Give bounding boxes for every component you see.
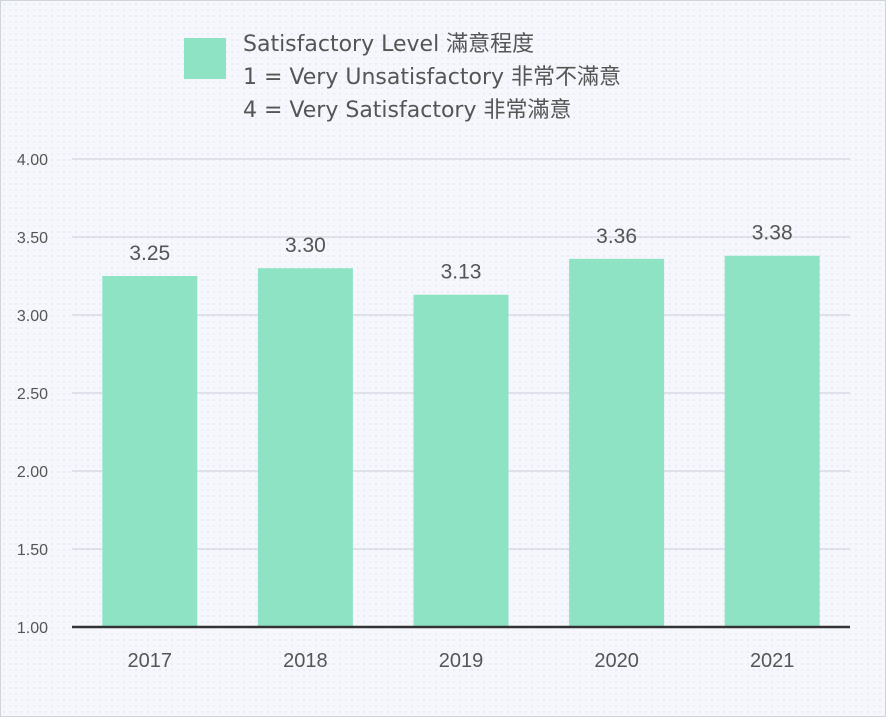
data-label: 3.25 bbox=[129, 242, 170, 265]
y-tick-label: 2.00 bbox=[17, 464, 48, 481]
bar-2018 bbox=[257, 268, 353, 627]
bar-2019 bbox=[413, 294, 509, 627]
y-tick-label: 3.50 bbox=[17, 230, 48, 247]
x-tick-label: 2019 bbox=[439, 650, 484, 672]
y-tick-label: 1.50 bbox=[17, 542, 48, 559]
x-tick-label: 2017 bbox=[128, 650, 173, 672]
data-label: 3.36 bbox=[596, 225, 637, 248]
data-label: 3.38 bbox=[752, 222, 793, 245]
legend-swatch bbox=[184, 38, 226, 79]
legend-line-1: Satisfactory Level 滿意程度 bbox=[243, 32, 534, 57]
data-label: 3.13 bbox=[441, 261, 482, 284]
x-tick-label: 2020 bbox=[594, 650, 639, 672]
legend-line-3: 4 = Very Satisfactory 非常滿意 bbox=[243, 98, 571, 123]
data-label: 3.30 bbox=[285, 234, 326, 257]
x-tick-label: 2018 bbox=[283, 650, 328, 672]
y-axis-tick-labels: 1.00 1.50 2.00 2.50 3.00 3.50 4.00 bbox=[17, 152, 48, 637]
y-tick-label: 3.00 bbox=[17, 308, 48, 325]
bars bbox=[102, 255, 820, 627]
legend: Satisfactory Level 滿意程度 1 = Very Unsatis… bbox=[184, 32, 621, 123]
bar-2021 bbox=[724, 255, 820, 627]
x-tick-label: 2021 bbox=[750, 650, 795, 672]
y-tick-label: 1.00 bbox=[17, 620, 48, 637]
bar-2020 bbox=[569, 258, 665, 627]
x-axis-category-labels: 2017 2018 2019 2020 2021 bbox=[128, 650, 795, 672]
legend-line-2: 1 = Very Unsatisfactory 非常不滿意 bbox=[243, 65, 621, 90]
bar-2017 bbox=[102, 276, 198, 627]
y-tick-label: 4.00 bbox=[17, 152, 48, 169]
y-tick-label: 2.50 bbox=[17, 386, 48, 403]
data-labels: 3.25 3.30 3.13 3.36 3.38 bbox=[129, 222, 792, 284]
